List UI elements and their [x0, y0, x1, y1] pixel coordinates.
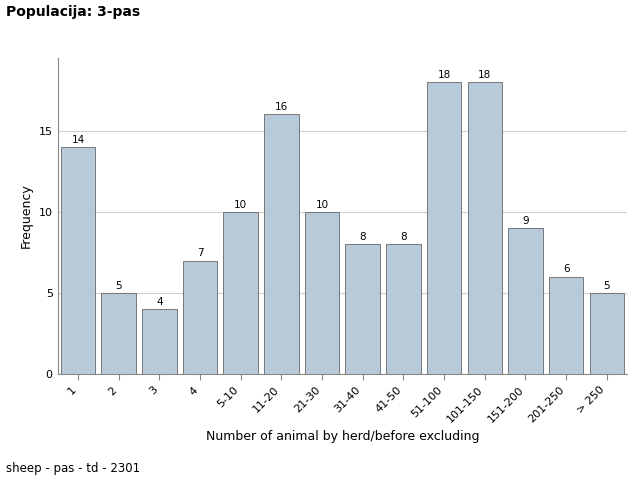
Text: 8: 8	[400, 232, 407, 242]
Text: 6: 6	[563, 264, 570, 275]
Text: 10: 10	[234, 200, 247, 209]
Bar	[305, 212, 339, 374]
Bar	[549, 277, 584, 374]
X-axis label: Number of animal by herd/before excluding: Number of animal by herd/before excludin…	[205, 430, 479, 443]
Bar	[223, 212, 258, 374]
Text: 10: 10	[316, 200, 328, 209]
Text: 4: 4	[156, 297, 163, 307]
Bar	[264, 114, 299, 374]
Bar	[142, 310, 177, 374]
Bar	[467, 82, 502, 374]
Text: 5: 5	[604, 281, 610, 291]
Y-axis label: Frequency: Frequency	[20, 184, 33, 248]
Text: 16: 16	[275, 102, 288, 112]
Text: 18: 18	[438, 70, 451, 80]
Bar	[346, 244, 380, 374]
Bar	[589, 293, 624, 374]
Text: 5: 5	[115, 281, 122, 291]
Text: sheep - pas - td - 2301: sheep - pas - td - 2301	[6, 462, 141, 475]
Bar	[182, 261, 218, 374]
Text: 7: 7	[196, 248, 204, 258]
Bar	[386, 244, 420, 374]
Text: 18: 18	[478, 70, 492, 80]
Text: Populacija: 3-pas: Populacija: 3-pas	[6, 5, 141, 19]
Bar	[508, 228, 543, 374]
Text: 14: 14	[71, 134, 84, 144]
Bar	[61, 147, 95, 374]
Text: 8: 8	[360, 232, 366, 242]
Bar	[101, 293, 136, 374]
Bar	[427, 82, 461, 374]
Text: 9: 9	[522, 216, 529, 226]
